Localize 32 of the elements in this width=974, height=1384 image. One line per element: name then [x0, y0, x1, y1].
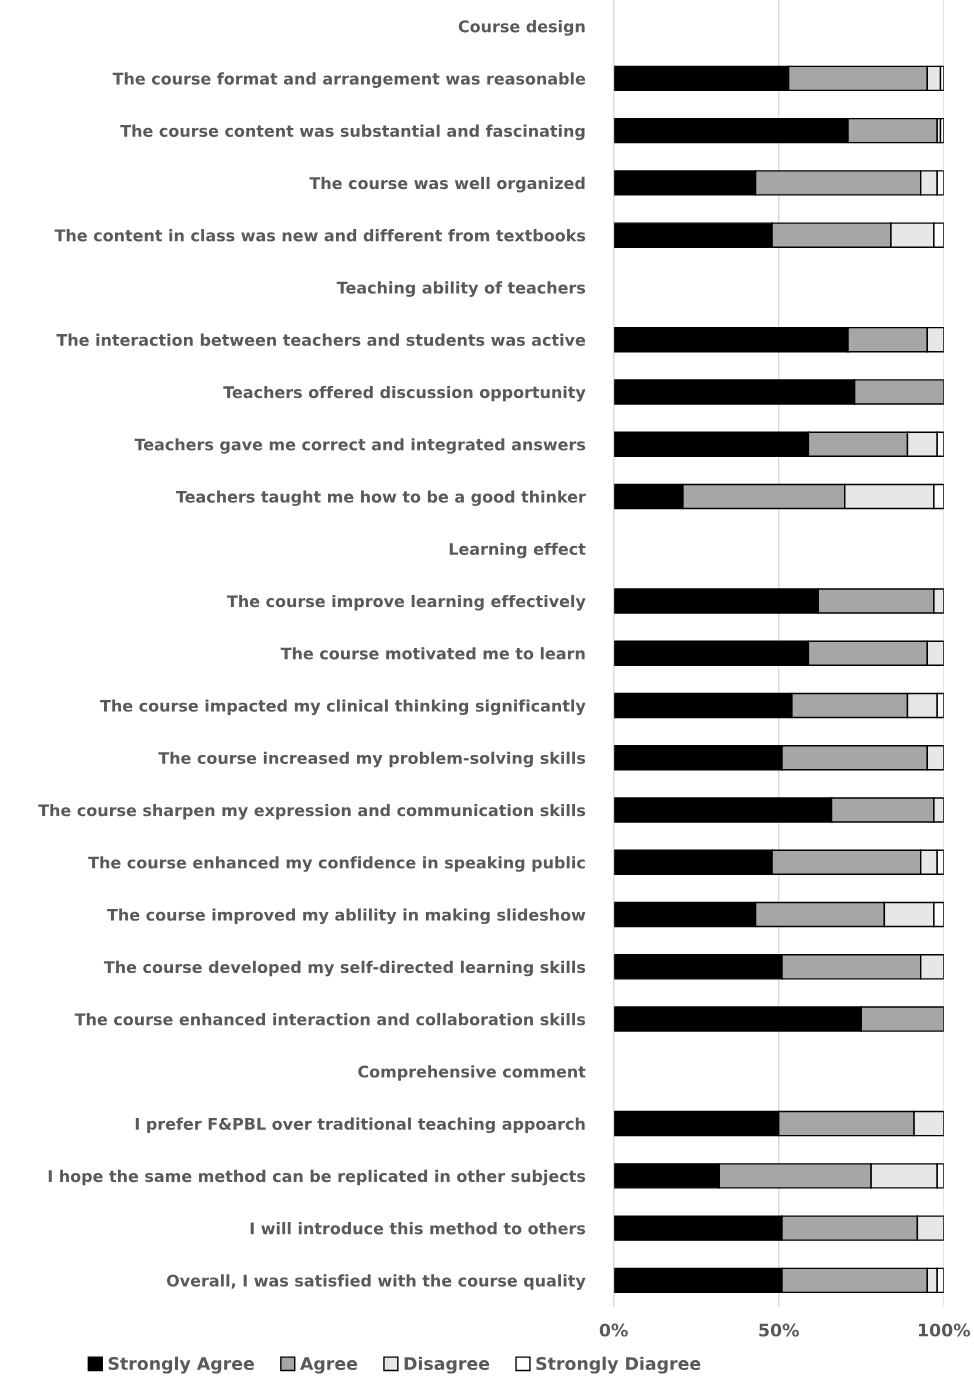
y-tick-label: The interaction between teachers and students was active [56, 333, 586, 346]
y-tick-label: The course improved my ablility in making slideshow [107, 908, 586, 925]
y-tick-label: The course increased my problem-solving skills [158, 751, 586, 768]
y-tick-label: Course design [458, 20, 585, 36]
y-tick-label: I hope the same method can be replicated in other subjects [48, 1169, 586, 1186]
y-tick-label: Teaching ability of teachers [336, 281, 586, 297]
y-tick-label: The course developed my self-directed learning skills [103, 960, 586, 977]
y-tick-label: The course format and arrangement was reasonable [112, 72, 586, 88]
x-tick-label: 0% [599, 1323, 628, 1337]
y-tick-label: The course sharpen my expression and communication skills [38, 803, 586, 820]
y-tick-label: Teachers gave me correct and integrated answers [134, 438, 586, 454]
y-tick-label: The course enhanced interaction and collaboration skills [74, 1013, 586, 1026]
legend-label: Disagree [404, 1356, 490, 1374]
y-tick-label: I prefer F&PBL over traditional teaching appoarch [135, 1117, 585, 1134]
x-tick-label: 50% [759, 1323, 799, 1337]
x-tick-label: 100% [918, 1323, 971, 1337]
legend-label: Strongly Agree [108, 1356, 254, 1374]
y-tick-label: Comprehensive comment [358, 1065, 586, 1081]
y-tick-label: Learning effect [449, 542, 586, 559]
y-tick-label: Teachers taught me how to be a good thinker [175, 490, 586, 506]
y-tick-label: The course improve learning effectively [227, 594, 586, 611]
y-tick-label: Overall, I was satisfied with the course quality [166, 1274, 586, 1290]
y-tick-label: I will introduce this method to others [250, 1222, 586, 1235]
y-tick-label: The course was well organized [309, 176, 585, 193]
legend-label: Strongly Diagree [536, 1356, 701, 1374]
y-tick-label: The course content was substantial and fascinating [120, 124, 585, 141]
y-tick-label: The course enhanced my confidence in speaking public [88, 856, 585, 872]
y-tick-label: Teachers offered discussion opportunity [223, 385, 586, 402]
y-tick-label: The course impacted my clinical thinking significantly [100, 699, 586, 716]
legend-label: Agree [300, 1357, 358, 1374]
y-tick-label: The content in class was new and different from textbooks [54, 229, 586, 242]
y-tick-label: The course motivated me to learn [280, 647, 585, 660]
